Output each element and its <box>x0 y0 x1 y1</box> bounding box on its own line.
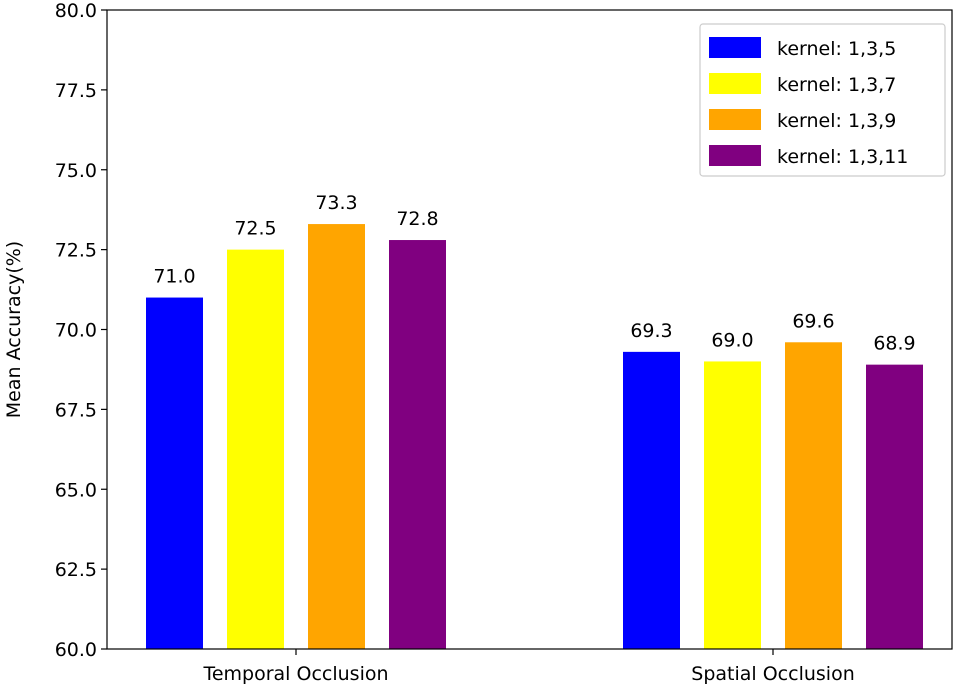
legend-swatch <box>709 109 761 130</box>
legend-label: kernel: 1,3,11 <box>777 146 908 168</box>
bar-value-label: 73.3 <box>315 192 357 214</box>
legend-label: kernel: 1,3,5 <box>777 38 896 60</box>
legend-swatch <box>709 145 761 166</box>
bar-temporal-series-2 <box>227 249 284 649</box>
bar-spatial-series-2 <box>704 361 761 649</box>
x-tick-label: Temporal Occlusion <box>202 663 388 685</box>
legend-box <box>699 23 946 177</box>
y-tick-label: 67.5 <box>55 399 97 421</box>
x-tick-label: Spatial Occlusion <box>691 663 854 685</box>
bar-value-labels: 71.0 72.5 73.3 72.8 69.3 69.0 69.6 68.9 <box>153 192 915 355</box>
bar-value-label: 69.6 <box>792 310 834 332</box>
y-tick-label: 70.0 <box>55 320 97 342</box>
bar-temporal-series-1 <box>146 297 203 649</box>
bar-value-label: 71.0 <box>153 266 195 288</box>
bar-spatial-series-1 <box>623 351 680 649</box>
bar-value-label: 68.9 <box>873 333 915 355</box>
y-tick-label: 60.0 <box>55 639 97 661</box>
legend-swatch <box>709 73 761 94</box>
bar-temporal-series-4 <box>389 240 446 650</box>
y-tick-label: 80.0 <box>55 0 97 22</box>
bar-spatial-series-4 <box>866 364 923 649</box>
legend-label: kernel: 1,3,9 <box>777 110 896 132</box>
y-tick-label: 62.5 <box>55 559 97 581</box>
bar-spatial-series-3 <box>785 342 842 649</box>
bar-value-label: 72.8 <box>396 208 438 230</box>
bar-value-label: 69.3 <box>630 320 672 342</box>
bar-temporal-series-3 <box>308 224 365 649</box>
bars <box>146 224 923 650</box>
legend-swatch <box>709 37 761 58</box>
plot-frame <box>106 9 953 650</box>
legend: kernel: 1,3,5 kernel: 1,3,7 kernel: 1,3,9 k… <box>699 23 946 177</box>
y-axis: 60.0 62.5 65.0 67.5 70.0 72.5 75.0 77.5 80.0 <box>55 0 107 661</box>
bar-value-label: 72.5 <box>234 218 276 240</box>
y-tick-label: 77.5 <box>55 80 97 102</box>
legend-label: kernel: 1,3,7 <box>777 74 896 96</box>
x-axis: Temporal Occlusion Spatial Occlusion <box>202 649 855 685</box>
bar-value-label: 69.0 <box>711 329 753 351</box>
y-tick-label: 65.0 <box>55 479 97 501</box>
y-axis-label: Mean Accuracy(%) <box>3 241 25 418</box>
y-tick-label: 72.5 <box>55 240 97 262</box>
y-tick-label: 75.0 <box>55 160 97 182</box>
